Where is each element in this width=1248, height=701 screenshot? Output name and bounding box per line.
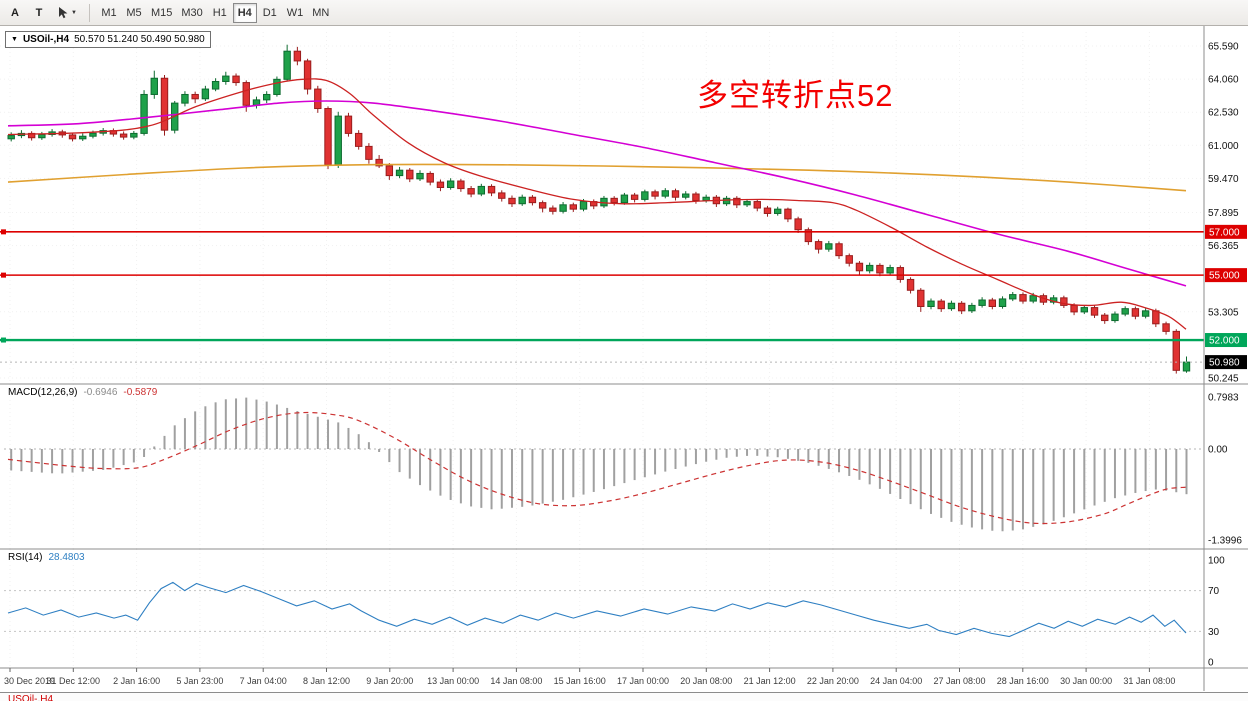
svg-text:17 Jan 00:00: 17 Jan 00:00 [617, 676, 669, 686]
timeframe-button-m30[interactable]: M30 [177, 3, 206, 23]
hline-anchor[interactable] [1, 272, 6, 278]
rsi-value: 28.4803 [48, 552, 85, 563]
timeframe-button-h1[interactable]: H1 [208, 3, 232, 23]
macd-signal-line [7, 411, 1187, 525]
svg-text:0.00: 0.00 [1208, 445, 1228, 456]
macd-label: MACD(12,26,9) -0.6946 -0.5879 [8, 387, 158, 398]
hline-anchor[interactable] [1, 229, 6, 235]
svg-text:52.000: 52.000 [1209, 336, 1240, 347]
svg-text:0: 0 [1208, 658, 1214, 669]
rsi-line [7, 581, 1187, 638]
timeframe-group: M1 M5 M15 M30 H1 H4 D1 W1 MN [97, 2, 333, 23]
svg-text:5 Jan 23:00: 5 Jan 23:00 [176, 676, 223, 686]
macd-main-value: -0.6946 [83, 387, 118, 398]
rsi-name: RSI(14) [8, 552, 43, 563]
collapse-arrow-icon[interactable]: ▼ [11, 36, 18, 43]
svg-text:8 Jan 12:00: 8 Jan 12:00 [303, 676, 350, 686]
svg-text:28 Jan 16:00: 28 Jan 16:00 [997, 676, 1049, 686]
svg-text:53.305: 53.305 [1208, 307, 1239, 318]
drawing-tool-dropdown[interactable]: ▼ [52, 2, 82, 24]
grid [0, 32, 1204, 668]
price-badge-55.000 [1205, 268, 1247, 283]
svg-text:64.060: 64.060 [1208, 75, 1239, 86]
svg-text:-1.3996: -1.3996 [1208, 536, 1242, 547]
chart-ohlc-box[interactable]: ▼ USOil-,H4 50.570 51.240 50.490 50.980 [5, 31, 211, 48]
timeframe-button-h4[interactable]: H4 [232, 2, 257, 23]
svg-text:55.000: 55.000 [1209, 271, 1240, 282]
price-badge-57.000 [1205, 224, 1247, 239]
svg-text:31 Jan 08:00: 31 Jan 08:00 [1123, 676, 1175, 686]
svg-text:57.895: 57.895 [1208, 208, 1239, 219]
svg-text:30: 30 [1208, 627, 1220, 638]
ma_red-line [7, 78, 1187, 330]
svg-text:31 Dec 12:00: 31 Dec 12:00 [47, 676, 101, 686]
cursor-icon [59, 7, 68, 19]
macd-name: MACD(12,26,9) [8, 387, 78, 398]
svg-text:27 Jan 08:00: 27 Jan 08:00 [933, 676, 985, 686]
next-window-title: USOil-,H4 [8, 694, 54, 701]
price-axis[interactable]: 65.590 64.060 62.530 61.000 59.470 57.895 56.3… [1205, 42, 1247, 669]
chart-annotation-text: 多空转折点52 [697, 78, 894, 113]
chart-ohlc-values: 50.570 51.240 50.490 50.980 [74, 34, 205, 45]
toolbar-separator [88, 3, 90, 22]
chart-area[interactable]: 65.590 64.060 62.530 61.000 59.470 57.895 56.3… [0, 26, 1248, 692]
svg-text:59.470: 59.470 [1208, 174, 1239, 185]
svg-text:30 Jan 00:00: 30 Jan 00:00 [1060, 676, 1112, 686]
macd-signal-value: -0.5879 [123, 387, 158, 398]
arrow-style-button[interactable]: A [4, 3, 26, 23]
svg-text:21 Jan 12:00: 21 Jan 12:00 [744, 676, 796, 686]
svg-text:50.980: 50.980 [1209, 358, 1240, 369]
chart-symbol-period: USOil-,H4 [22, 34, 70, 45]
hline-anchor[interactable] [1, 337, 6, 343]
next-window-edge[interactable]: USOil-,H4 [0, 692, 1248, 701]
candles [7, 44, 1191, 374]
svg-text:9 Jan 20:00: 9 Jan 20:00 [366, 676, 413, 686]
svg-text:57.000: 57.000 [1209, 227, 1240, 238]
svg-text:50.245: 50.245 [1208, 374, 1239, 385]
svg-text:0.7983: 0.7983 [1208, 393, 1239, 404]
svg-text:15 Jan 16:00: 15 Jan 16:00 [554, 676, 606, 686]
svg-text:7 Jan 04:00: 7 Jan 04:00 [240, 676, 287, 686]
svg-text:20 Jan 08:00: 20 Jan 08:00 [680, 676, 732, 686]
svg-text:65.590: 65.590 [1208, 42, 1239, 53]
svg-text:61.000: 61.000 [1208, 141, 1239, 152]
ma_orange-line [7, 163, 1187, 192]
toolbar: A T ▼ M1 M5 M15 M30 H1 H4 D1 W1 MN [0, 0, 1248, 26]
chevron-down-icon: ▼ [71, 9, 77, 16]
svg-text:30 Dec 2019: 30 Dec 2019 [4, 676, 55, 686]
svg-text:62.530: 62.530 [1208, 108, 1239, 119]
svg-text:56.365: 56.365 [1208, 241, 1239, 252]
svg-text:70: 70 [1208, 586, 1220, 597]
svg-text:24 Jan 04:00: 24 Jan 04:00 [870, 676, 922, 686]
svg-text:2 Jan 16:00: 2 Jan 16:00 [113, 676, 160, 686]
timeframe-button-d1[interactable]: D1 [258, 3, 282, 23]
price-badge-50.980 [1205, 355, 1247, 370]
timeframe-button-m1[interactable]: M1 [97, 3, 121, 23]
macd-histogram [10, 397, 1188, 532]
svg-text:13 Jan 00:00: 13 Jan 00:00 [427, 676, 479, 686]
svg-text:22 Jan 20:00: 22 Jan 20:00 [807, 676, 859, 686]
svg-text:14 Jan 08:00: 14 Jan 08:00 [490, 676, 542, 686]
rsi-label: RSI(14) 28.4803 [8, 552, 85, 563]
timeframe-button-m5[interactable]: M5 [122, 3, 146, 23]
timeframe-button-w1[interactable]: W1 [283, 3, 308, 23]
timeframe-button-mn[interactable]: MN [308, 3, 333, 23]
svg-text:100: 100 [1208, 556, 1225, 567]
ma_magenta-line [7, 100, 1187, 287]
text-tool-button[interactable]: T [28, 3, 50, 23]
price-badge-52.000 [1205, 333, 1247, 348]
timeframe-button-m15[interactable]: M15 [147, 3, 176, 23]
